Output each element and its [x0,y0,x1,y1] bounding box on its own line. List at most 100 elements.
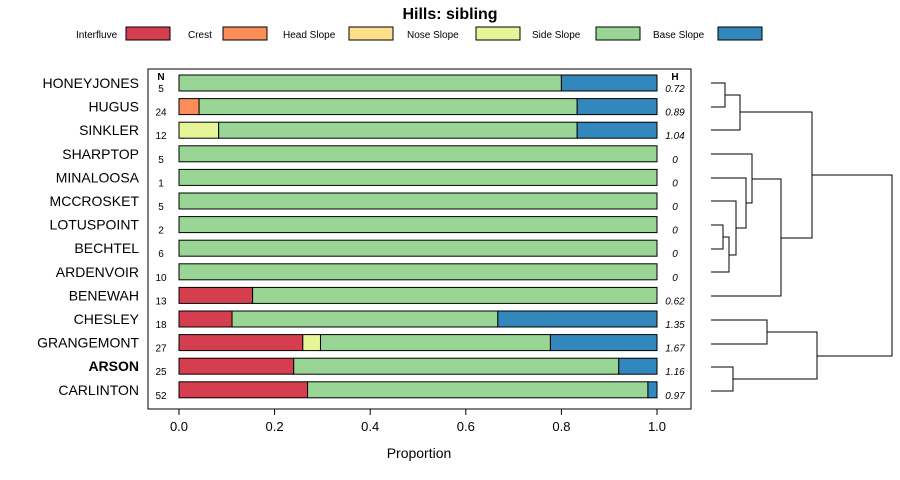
row-label: MCCROSKET [50,193,140,209]
h-value: 0 [672,178,678,189]
plot-frame [147,68,692,410]
dendrogram-link [711,319,768,345]
x-tick-label: 0.2 [266,419,284,434]
n-value: 52 [155,391,167,402]
bar-segment [178,74,562,92]
row-label: HUGUS [88,99,139,115]
h-value: 1.35 [665,320,685,331]
h-value: 0 [672,226,678,237]
dendrogram-link [711,82,726,108]
h-value: 1.67 [665,344,685,355]
x-axis-label: Proportion [387,445,452,461]
h-value: 0 [672,273,678,284]
legend: Interfluve Crest Head Slope Nose Slope Side … [76,26,763,41]
legend-swatch [222,26,268,41]
bar-segment [560,74,658,92]
x-tick-label: 0.0 [170,419,188,434]
bar-segment [178,216,658,234]
dendrogram-link [711,224,724,250]
row-label: GRANGEMONT [37,335,139,351]
legend-label: Side Slope [532,30,581,41]
legend-swatch [595,26,641,41]
row-label: CHESLEY [74,311,140,327]
n-value: 18 [155,320,167,331]
row-label: BENEWAH [69,287,139,303]
h-value: 0.97 [665,391,685,402]
row-label: SHARPTOP [62,146,139,162]
row-label: SINKLER [79,122,139,138]
bar-segment [178,145,658,163]
bar-segment [231,310,499,328]
bar-segment [178,381,309,399]
bar-segment [319,334,551,352]
x-axis: 0.0 0.2 0.4 0.6 0.8 1.0 [170,409,666,434]
h-value: 0.89 [665,108,685,119]
bar-segment [178,286,254,304]
dendrogram-link [711,177,747,229]
bar-segment [178,121,220,139]
h-value: 0 [672,202,678,213]
n-value: 27 [155,344,167,355]
h-value: 0.72 [665,84,685,95]
bar-segment [198,98,578,116]
n-column-header: N [157,72,164,83]
dendrogram-link [733,331,818,380]
bar-segment [178,168,658,186]
n-value: 5 [158,84,164,95]
legend-swatch [475,26,521,41]
bar-rows: HONEYJONES 5 0.72 HUGUS 24 0.89 SINKLER 12 1.04 S… [37,74,685,402]
n-value: 2 [158,226,164,237]
bar-segment [618,357,658,375]
row-label: ARDENVOIR [56,264,139,280]
h-column-header: H [671,72,678,83]
dendrogram-link [740,111,813,239]
row-label: ARSON [88,358,139,374]
legend-label: Head Slope [283,30,336,41]
n-value: 5 [158,155,164,166]
legend-swatch [348,26,394,41]
bar-segment [178,192,658,210]
n-value: 24 [155,108,167,119]
bar-segment [307,381,649,399]
bar-segment [576,98,658,116]
row-label: HONEYJONES [43,75,139,91]
row-label: BECHTEL [74,240,139,256]
n-value: 10 [155,273,167,284]
row-label: MINALOOSA [56,169,140,185]
chart-title: Hills: sibling [402,6,497,23]
bar-segment [178,310,233,328]
bar-segment [178,334,304,352]
bar-segment [293,357,620,375]
h-value: 0 [672,249,678,260]
bar-segment [218,121,578,139]
x-tick-label: 1.0 [648,419,666,434]
x-tick-label: 0.8 [552,419,570,434]
h-value: 0.62 [665,296,685,307]
n-value: 6 [158,249,164,260]
legend-swatch [717,26,763,41]
dendrogram-link [711,366,734,392]
row-label: CARLINTON [58,382,139,398]
bar-segment [178,263,658,281]
bar-segment [497,310,658,328]
bar-segment [302,334,321,352]
legend-label: Crest [188,30,212,41]
legend-label: Base Slope [653,30,705,41]
x-tick-label: 0.6 [457,419,475,434]
h-value: 1.16 [665,367,685,378]
n-value: 13 [155,296,167,307]
bar-segment [576,121,658,139]
legend-label: Interfluve [76,30,118,41]
dendrogram [711,82,893,392]
bar-segment [252,286,658,304]
bar-segment [178,239,658,257]
bar-segment [178,98,200,116]
legend-label: Nose Slope [407,30,459,41]
n-value: 12 [155,131,167,142]
h-value: 0 [672,155,678,166]
dendrogram-link [711,236,730,273]
row-label: LOTUSPOINT [50,217,140,233]
h-value: 1.04 [665,131,685,142]
bar-segment [549,334,658,352]
